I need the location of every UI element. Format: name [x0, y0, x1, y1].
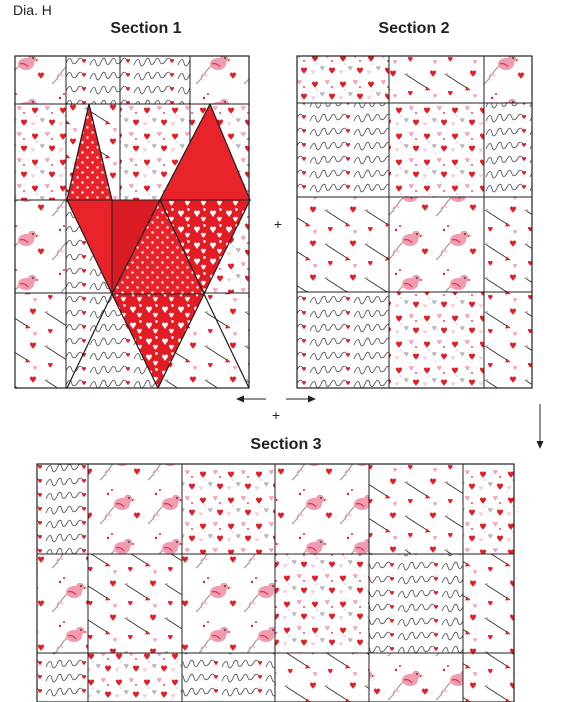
fabric-patch [296, 102, 390, 198]
fabric-patch [483, 196, 533, 293]
fabric-patch [296, 196, 390, 293]
fabric-patch [274, 553, 370, 654]
section-3-block [36, 463, 515, 702]
plus-sign-below-sections: + [271, 407, 281, 423]
fabric-patch [87, 463, 183, 555]
seam-line [88, 103, 113, 201]
fabric-patch [181, 553, 276, 654]
section-3-border [36, 463, 515, 702]
fabric-patch [119, 55, 191, 105]
down-arrow [536, 404, 544, 449]
seam-line [203, 293, 250, 389]
fabric-patch [388, 55, 485, 104]
fabric-patch [87, 652, 183, 702]
fabric-patch [388, 196, 485, 293]
fabric-patch [36, 652, 89, 702]
fabric-patch [483, 55, 533, 104]
fabric-patch [388, 291, 485, 389]
fabric-patch [181, 652, 276, 702]
fabric-patch [181, 463, 276, 555]
fabric-patch [462, 652, 515, 702]
fabric-patch [388, 102, 485, 198]
fabric-patch [483, 102, 533, 198]
plus-sign-between-sections: + [273, 216, 283, 232]
seam-line [159, 199, 205, 295]
seam-line [111, 199, 161, 295]
fabric-patch [14, 199, 67, 294]
fabric-patch [296, 291, 390, 389]
seam-line [209, 103, 251, 201]
fabric-patch [87, 553, 183, 654]
fabric-patch [274, 652, 370, 702]
seam-line [66, 199, 113, 295]
section-1-title: Section 1 [110, 20, 182, 37]
fabric-patch [462, 463, 515, 555]
seam-line [159, 103, 211, 201]
fabric-patch [368, 652, 464, 702]
section-2-title: Section 2 [378, 20, 450, 37]
fabric-patch [462, 553, 515, 654]
horizontal-double-arrow [236, 392, 316, 406]
fabric-patch [14, 292, 67, 389]
seam-line [203, 199, 251, 295]
section-2-block [296, 55, 533, 389]
fabric-patch [14, 55, 67, 105]
fabric-patch [14, 103, 67, 201]
seam-line [157, 293, 205, 389]
fabric-patch [65, 55, 121, 105]
fabric-patch [296, 55, 390, 104]
seam-line [66, 293, 113, 389]
section-1-border [14, 55, 250, 389]
section-2-border [296, 55, 533, 389]
fabric-patch [368, 463, 464, 555]
fabric-patch [36, 553, 89, 654]
figure-label: Dia. H [13, 2, 52, 18]
arrow-right-head [308, 395, 316, 403]
fabric-patch [36, 463, 89, 555]
seam-line [66, 103, 90, 201]
arrow-left-head [236, 395, 244, 403]
fabric-patch [274, 463, 370, 555]
section-1-block [14, 55, 251, 390]
fabric-patch [189, 55, 250, 105]
fabric-patch [368, 553, 464, 654]
fabric-patch [483, 291, 533, 389]
section-3-title: Section 3 [250, 436, 322, 453]
seam-line [111, 293, 159, 389]
